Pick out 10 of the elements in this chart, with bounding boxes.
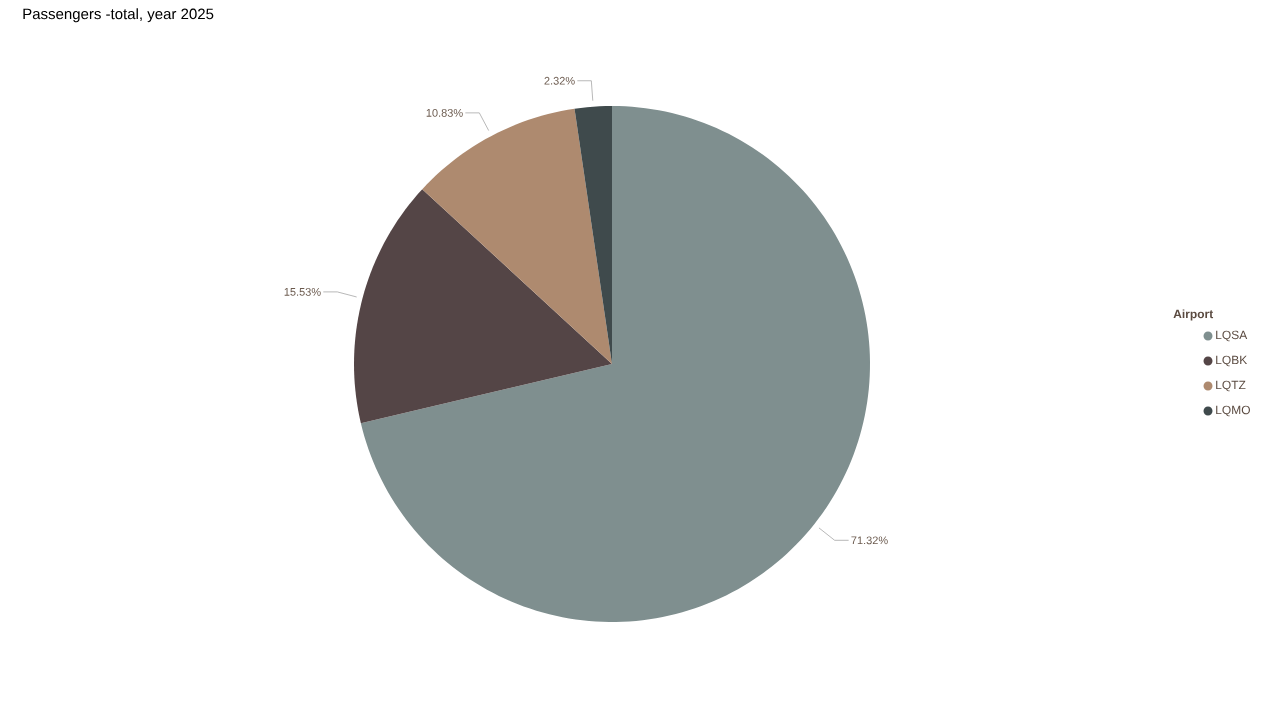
data-label: 10.83%	[426, 108, 463, 117]
legend-label: LQBK	[1216, 355, 1248, 367]
text: Passengers -total, year 2025	[23, 8, 214, 23]
legend-label: LQTZ	[1216, 380, 1246, 392]
data-label: 71.32%	[851, 536, 888, 545]
data-label: 15.53%	[284, 288, 321, 296]
legend-title: Airport	[1173, 309, 1214, 321]
legend-label: LQMO	[1216, 405, 1250, 417]
legend-label: LQSA	[1216, 330, 1248, 342]
data-label: 2.32%	[544, 76, 575, 85]
